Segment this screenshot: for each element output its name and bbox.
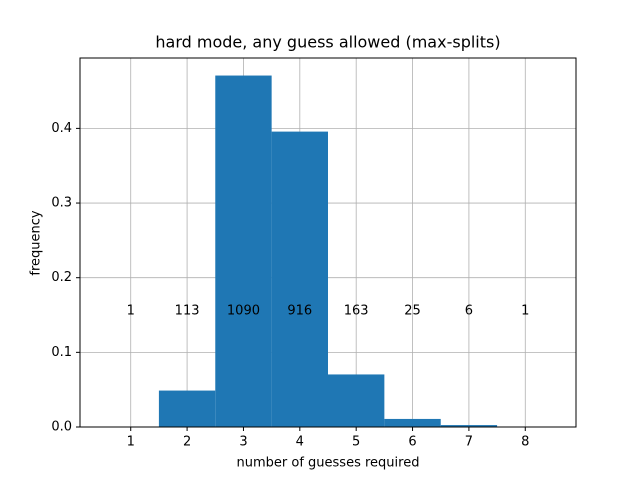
count-label: 163 (344, 304, 369, 319)
count-label: 1 (521, 304, 529, 319)
count-label: 1090 (227, 304, 260, 319)
y-tick-label: 0.0 (51, 420, 72, 435)
count-label: 25 (404, 304, 421, 319)
bar (158, 390, 216, 427)
x-tick-label: 6 (408, 435, 416, 450)
y-tick-label: 0.2 (51, 270, 72, 285)
y-axis-label: frequency (29, 210, 44, 276)
axes-frame (79, 57, 577, 428)
count-label: 1 (127, 304, 135, 319)
bar (215, 75, 272, 427)
x-axis-label: number of guesses required (237, 456, 420, 471)
count-label: 6 (465, 304, 473, 319)
x-tick-label: 2 (183, 435, 191, 450)
x-tick-label: 4 (296, 435, 304, 450)
bar (440, 425, 498, 427)
x-tick-label: 8 (521, 435, 529, 450)
bar (384, 418, 441, 427)
x-tick-label: 7 (465, 435, 473, 450)
y-tick-label: 0.4 (51, 121, 72, 136)
x-tick-label: 1 (127, 435, 135, 450)
count-label: 113 (175, 304, 200, 319)
bar (271, 131, 328, 428)
x-tick-label: 3 (239, 435, 247, 450)
y-tick-label: 0.3 (51, 196, 72, 211)
x-tick-label: 5 (352, 435, 360, 450)
y-tick-label: 0.1 (51, 345, 72, 360)
chart-title: hard mode, any guess allowed (max-splits… (155, 33, 500, 52)
bar (328, 374, 385, 427)
count-label: 916 (287, 304, 312, 319)
